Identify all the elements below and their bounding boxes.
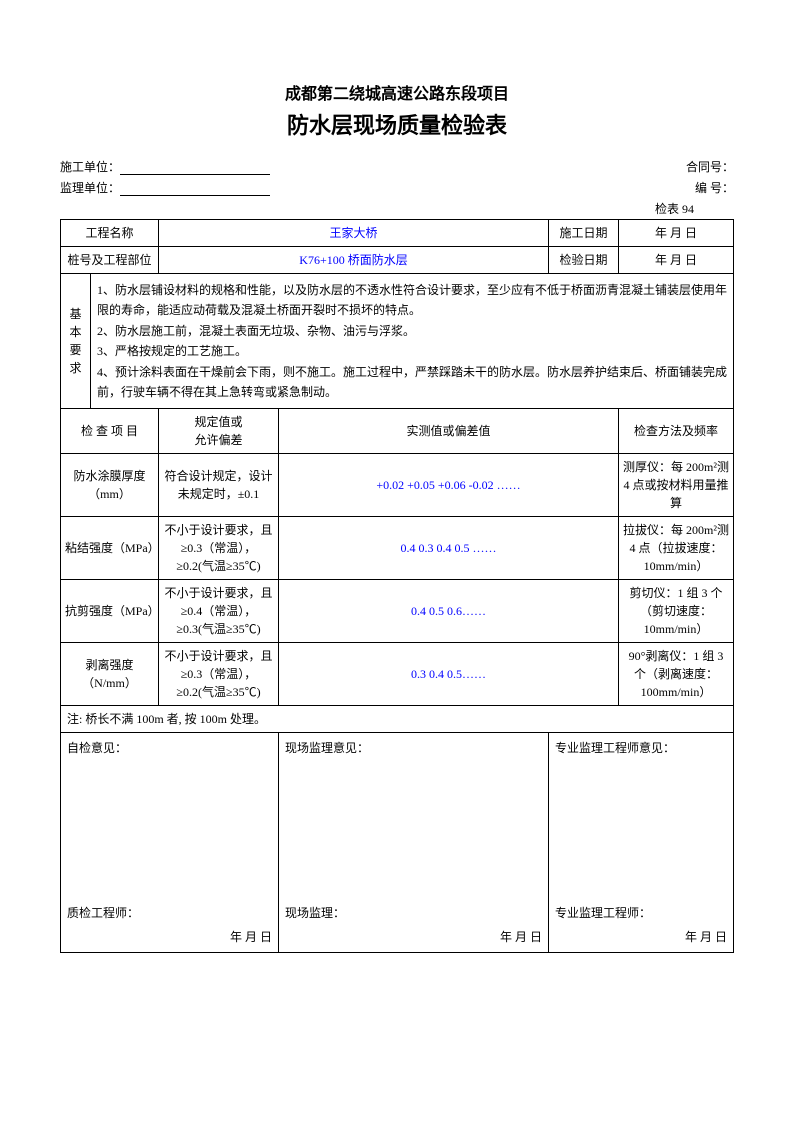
spec-3: 不小于设计要求，且≥0.3（常温），≥0.2(气温≥35℃) <box>159 643 279 706</box>
measured-1: 0.4 0.3 0.4 0.5 …… <box>279 517 619 580</box>
sig1-role: 质检工程师： <box>67 904 272 922</box>
data-row-1: 粘结强度（MPa） 不小于设计要求，且≥0.3（常温），≥0.2(气温≥35℃)… <box>61 517 734 580</box>
construction-date-value: 年 月 日 <box>619 220 734 247</box>
item-1: 粘结强度（MPa） <box>61 517 159 580</box>
note-row: 注: 桥长不满 100m 者, 按 100m 处理。 <box>61 706 734 733</box>
measured-2: 0.4 0.5 0.6…… <box>279 580 619 643</box>
serial-label: 编 号： <box>695 179 734 196</box>
requirements-row: 基本要求 1、防水层铺设材料的规格和性能，以及防水层的不透水性符合设计要求，至少… <box>61 274 734 409</box>
requirements-text: 1、防水层铺设材料的规格和性能，以及防水层的不透水性符合设计要求，至少应有不低于… <box>91 274 734 409</box>
table-code: 检表 94 <box>60 200 734 217</box>
info-row-1: 工程名称 王家大桥 施工日期 年 月 日 <box>61 220 734 247</box>
note-text: 注: 桥长不满 100m 者, 按 100m 处理。 <box>61 706 734 733</box>
sig1-date: 年 月 日 <box>67 928 272 946</box>
supervision-unit-line <box>120 182 270 196</box>
page-subtitle: 成都第二绕城高速公路东段项目 <box>60 80 734 104</box>
measured-3: 0.3 0.4 0.5…… <box>279 643 619 706</box>
column-header-row: 检 查 项 目 规定值或 允许偏差 实测值或偏差值 检查方法及频率 <box>61 409 734 454</box>
method-1: 拉拔仪：每 200m²测 4 点（拉拔速度：10mm/min） <box>619 517 734 580</box>
inspection-date-label: 检验日期 <box>549 247 619 274</box>
project-name-label: 工程名称 <box>61 220 159 247</box>
meta-row-1: 施工单位： 合同号： <box>60 158 734 175</box>
sig3-date: 年 月 日 <box>555 928 727 946</box>
method-2: 剪切仪：1 组 3 个（剪切速度：10mm/min） <box>619 580 734 643</box>
method-3: 90°剥离仪：1 组 3个（剥离速度：100mm/min） <box>619 643 734 706</box>
pile-value: K76+100 桥面防水层 <box>159 247 549 274</box>
sig3-role: 专业监理工程师： <box>555 904 727 922</box>
sig-col-2: 现场监理意见： 现场监理： 年 月 日 <box>279 733 549 953</box>
sig-col-1: 自检意见： 质检工程师： 年 月 日 <box>61 733 279 953</box>
item-2: 抗剪强度（MPa） <box>61 580 159 643</box>
construction-unit-line <box>120 161 270 175</box>
inspection-date-value: 年 月 日 <box>619 247 734 274</box>
method-0: 测厚仪：每 200m²测 4 点或按材料用量推算 <box>619 454 734 517</box>
contract-label: 合同号： <box>686 158 734 175</box>
meta-row-2: 监理单位： 编 号： <box>60 179 734 196</box>
sig1-top: 自检意见： <box>67 739 272 757</box>
signature-row: 自检意见： 质检工程师： 年 月 日 现场监理意见： 现场监理： 年 月 日 专… <box>61 733 734 953</box>
sig2-top: 现场监理意见： <box>285 739 542 757</box>
data-row-3: 剥离强度（N/mm） 不小于设计要求，且≥0.3（常温），≥0.2(气温≥35℃… <box>61 643 734 706</box>
supervision-unit-label: 监理单位： <box>60 179 120 196</box>
project-name-value: 王家大桥 <box>159 220 549 247</box>
col-check-item: 检 查 项 目 <box>61 409 159 454</box>
sig2-date: 年 月 日 <box>285 928 542 946</box>
inspection-table: 工程名称 王家大桥 施工日期 年 月 日 桩号及工程部位 K76+100 桥面防… <box>60 219 734 953</box>
spec-2: 不小于设计要求，且≥0.4（常温），≥0.3(气温≥35℃) <box>159 580 279 643</box>
spec-1: 不小于设计要求，且≥0.3（常温），≥0.2(气温≥35℃) <box>159 517 279 580</box>
col-method: 检查方法及频率 <box>619 409 734 454</box>
info-row-2: 桩号及工程部位 K76+100 桥面防水层 检验日期 年 月 日 <box>61 247 734 274</box>
sig-col-3: 专业监理工程师意见： 专业监理工程师： 年 月 日 <box>549 733 734 953</box>
item-0: 防水涂膜厚度（mm） <box>61 454 159 517</box>
sig2-role: 现场监理： <box>285 904 542 922</box>
col-spec: 规定值或 允许偏差 <box>159 409 279 454</box>
spec-0: 符合设计规定，设计未规定时，±0.1 <box>159 454 279 517</box>
measured-0: +0.02 +0.05 +0.06 -0.02 …… <box>279 454 619 517</box>
construction-unit-label: 施工单位： <box>60 158 120 175</box>
pile-label: 桩号及工程部位 <box>61 247 159 274</box>
sig3-top: 专业监理工程师意见： <box>555 739 727 757</box>
data-row-0: 防水涂膜厚度（mm） 符合设计规定，设计未规定时，±0.1 +0.02 +0.0… <box>61 454 734 517</box>
item-3: 剥离强度（N/mm） <box>61 643 159 706</box>
construction-date-label: 施工日期 <box>549 220 619 247</box>
col-measured: 实测值或偏差值 <box>279 409 619 454</box>
data-row-2: 抗剪强度（MPa） 不小于设计要求，且≥0.4（常温），≥0.3(气温≥35℃)… <box>61 580 734 643</box>
page-title: 防水层现场质量检验表 <box>60 108 734 140</box>
requirements-label: 基本要求 <box>61 274 91 409</box>
